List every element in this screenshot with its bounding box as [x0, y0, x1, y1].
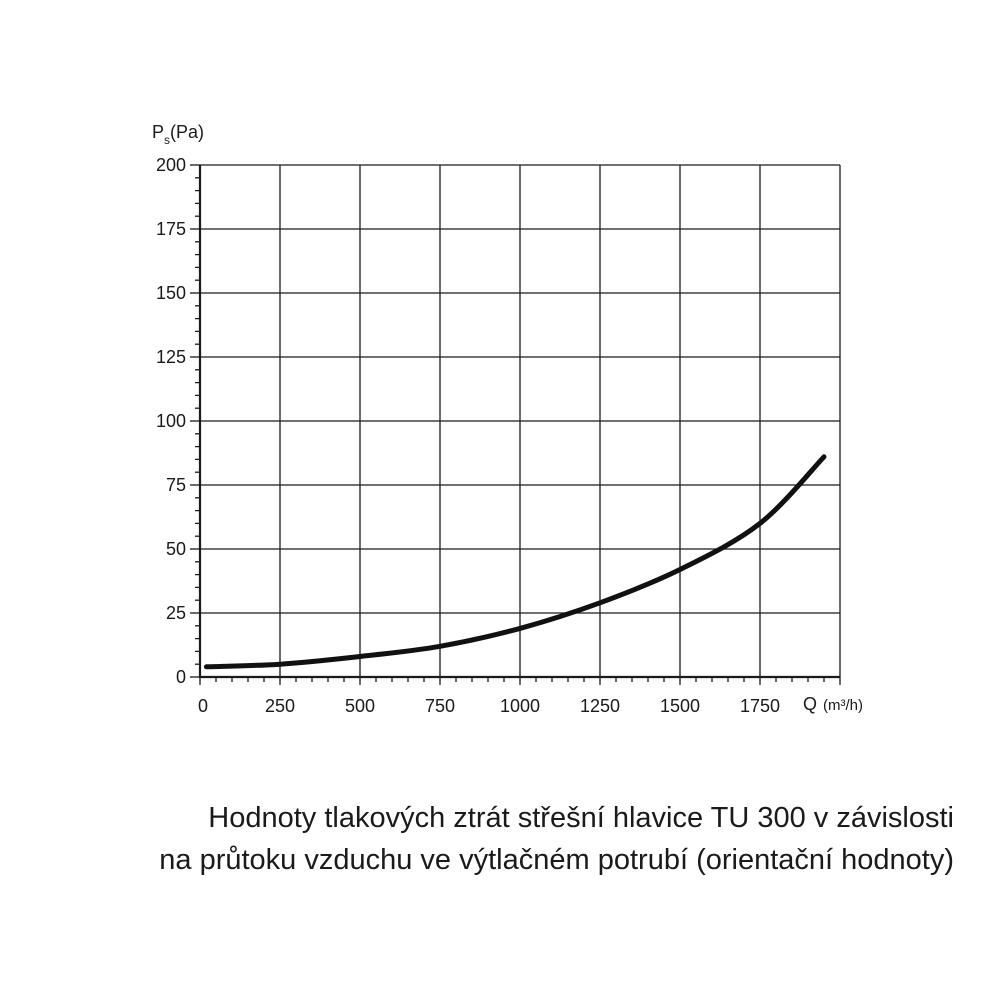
- y-tick-label: 150: [156, 283, 186, 303]
- chart-grid: [198, 164, 841, 679]
- x-tick-label: 1500: [660, 696, 700, 716]
- chart-caption-line-2: na průtoku vzduchu ve výtlačném potrubí …: [159, 844, 954, 876]
- y-tick-label: 50: [166, 539, 186, 559]
- x-tick-label: 1750: [740, 696, 780, 716]
- chart-series: [203, 454, 827, 670]
- x-tick-label: 500: [345, 696, 375, 716]
- series-line: [203, 454, 827, 670]
- x-axis-title: Q (m³/h): [803, 694, 863, 714]
- y-tick-label: 175: [156, 219, 186, 239]
- y-tick-label: 125: [156, 347, 186, 367]
- x-tick-label: 1250: [580, 696, 620, 716]
- y-tick-label: 0: [176, 667, 186, 687]
- y-tick-label: 75: [166, 475, 186, 495]
- chart-caption-line-1: Hodnoty tlakových ztrát střešní hlavice …: [208, 802, 954, 834]
- chart-minor-ticks: [190, 164, 841, 685]
- x-tick-label: 750: [425, 696, 455, 716]
- x-axis-title-unit: (m³/h): [823, 697, 863, 714]
- y-tick-label: 25: [166, 603, 186, 623]
- chart-tick-labels: 0 250 500 750 1000 1250 1500 1750 0 25 50 75 100 125 1…: [156, 155, 780, 716]
- x-tick-label: 0: [198, 696, 208, 716]
- x-tick-label: 1000: [500, 696, 540, 716]
- y-tick-label: 200: [156, 155, 186, 175]
- y-axis-title: Ps(Pa): [152, 122, 204, 147]
- y-axis-title-main: P: [152, 122, 164, 142]
- x-tick-label: 250: [265, 696, 295, 716]
- pressure-loss-chart: 0 250 500 750 1000 1250 1500 1750 0 25 50 75 100 125 1…: [152, 122, 863, 716]
- x-axis-title-main: Q: [803, 694, 817, 714]
- y-tick-label: 100: [156, 411, 186, 431]
- y-axis-title-subscript: s: [164, 133, 170, 147]
- y-axis-title-unit: (Pa): [170, 122, 204, 142]
